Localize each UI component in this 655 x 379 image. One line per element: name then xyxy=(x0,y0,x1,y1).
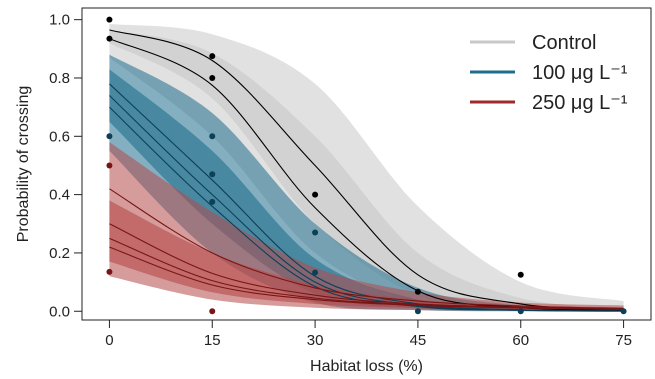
100-g-l-point xyxy=(312,229,319,236)
250-g-l-point xyxy=(106,268,113,275)
confidence-bands xyxy=(109,24,624,312)
x-tick-label: 45 xyxy=(410,332,427,349)
legend-label-control: Control xyxy=(532,32,596,54)
control-band-inner xyxy=(109,29,624,311)
x-tick-label: 60 xyxy=(512,332,529,349)
250-g-l-point xyxy=(209,308,216,315)
y-axis: 0.0 0.2 0.4 0.6 0.8 1.0 xyxy=(49,12,82,320)
100-g-l-point xyxy=(414,308,421,315)
100-g-l-point xyxy=(209,171,216,178)
y-tick-label: 0.2 xyxy=(49,245,70,262)
control-point xyxy=(517,271,524,278)
x-axis: 0 15 30 45 60 75 xyxy=(105,320,632,349)
100-g-l-point xyxy=(209,198,216,205)
plot-frame xyxy=(81,7,652,321)
control-curve xyxy=(109,29,624,311)
x-axis-title: Habitat loss (%) xyxy=(310,358,423,375)
data-points xyxy=(106,16,627,315)
250-g-l-curve xyxy=(109,188,624,309)
legend: Control 100 μg L⁻¹ 250 μg L⁻¹ xyxy=(470,32,628,114)
x-tick-label: 0 xyxy=(105,332,113,349)
legend-label-100-g-l: 100 μg L⁻¹ xyxy=(532,62,628,84)
legend-label-250-g-l: 250 μg L⁻¹ xyxy=(532,92,628,114)
100-g-l-point xyxy=(209,133,216,140)
100-g-l-point xyxy=(620,308,627,315)
100-g-l-band-inner xyxy=(109,69,624,312)
100-g-l-point xyxy=(517,308,524,315)
control-point xyxy=(106,35,113,42)
y-tick-label: 0.4 xyxy=(49,187,70,204)
250-g-l-band-inner xyxy=(109,200,624,311)
250-g-l-curve xyxy=(109,246,624,311)
fitted-curves xyxy=(109,29,624,312)
y-tick-label: 0.8 xyxy=(49,70,70,87)
250-g-l-point xyxy=(106,162,113,169)
y-tick-label: 1.0 xyxy=(49,12,70,29)
control-point xyxy=(414,288,421,295)
control-point xyxy=(312,191,319,198)
100-g-l-point xyxy=(312,269,319,276)
x-tick-label: 15 xyxy=(204,332,221,349)
control-point xyxy=(209,74,216,81)
y-tick-label: 0.0 xyxy=(49,303,70,320)
y-axis-title: Probability of crossing xyxy=(15,86,32,243)
x-tick-label: 30 xyxy=(307,332,324,349)
y-tick-label: 0.6 xyxy=(49,128,70,145)
control-point xyxy=(106,16,113,23)
100-g-l-point xyxy=(106,133,113,140)
x-tick-label: 75 xyxy=(615,332,632,349)
control-point xyxy=(209,53,216,60)
